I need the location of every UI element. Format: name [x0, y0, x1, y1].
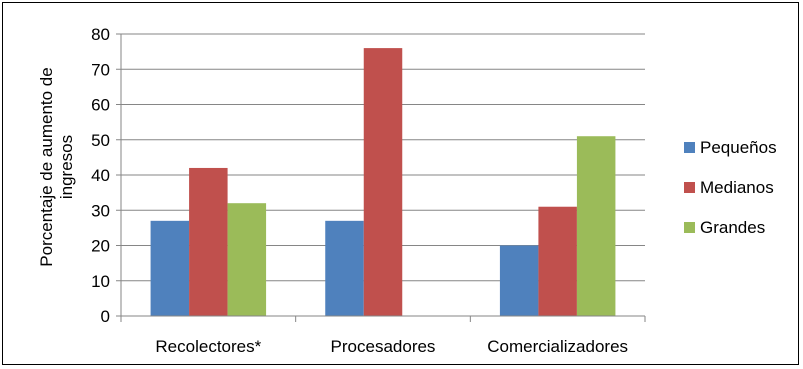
legend-swatch-medianos [684, 182, 695, 193]
y-axis-title: Porcentaje de aumento deingresos [37, 67, 76, 266]
y-tick-label: 60 [91, 96, 110, 115]
y-tick-label: 0 [101, 307, 110, 326]
y-tick-label: 70 [91, 60, 110, 79]
y-tick-label: 20 [91, 237, 110, 256]
axes [116, 33, 646, 322]
bars [150, 48, 616, 316]
bar-medianos-recolectores [189, 167, 228, 316]
y-tick-label: 80 [91, 25, 110, 44]
legend-label-pequenos: Pequeños [700, 138, 777, 157]
x-tick-label: Comercializadores [487, 337, 628, 356]
y-tick-label: 40 [91, 166, 110, 185]
y-tick-label: 50 [91, 131, 110, 150]
legend-swatch-pequenos [684, 142, 695, 153]
x-tick-label: Recolectores* [155, 337, 261, 356]
legend: Pequeños Medianos Grandes [684, 138, 777, 237]
bar-pequenos-comercializadores [499, 245, 539, 316]
y-tick-labels: 0 10 20 30 40 50 60 70 80 [91, 25, 110, 326]
x-tick-label: Procesadores [331, 337, 436, 356]
bar-medianos-procesadores [363, 48, 403, 316]
bar-medianos-comercializadores [538, 206, 577, 316]
bar-pequenos-recolectores [150, 220, 190, 316]
y-tick-label: 10 [91, 272, 110, 291]
legend-swatch-grandes [684, 222, 695, 233]
legend-label-grandes: Grandes [700, 218, 765, 237]
bar-pequenos-procesadores [325, 220, 364, 316]
bar-grandes-comercializadores [576, 136, 616, 316]
x-tick-labels: Recolectores* Procesadores Comercializador… [155, 337, 628, 356]
y-tick-label: 30 [91, 201, 110, 220]
bar-grandes-recolectores [227, 203, 267, 316]
legend-label-medianos: Medianos [700, 178, 774, 197]
